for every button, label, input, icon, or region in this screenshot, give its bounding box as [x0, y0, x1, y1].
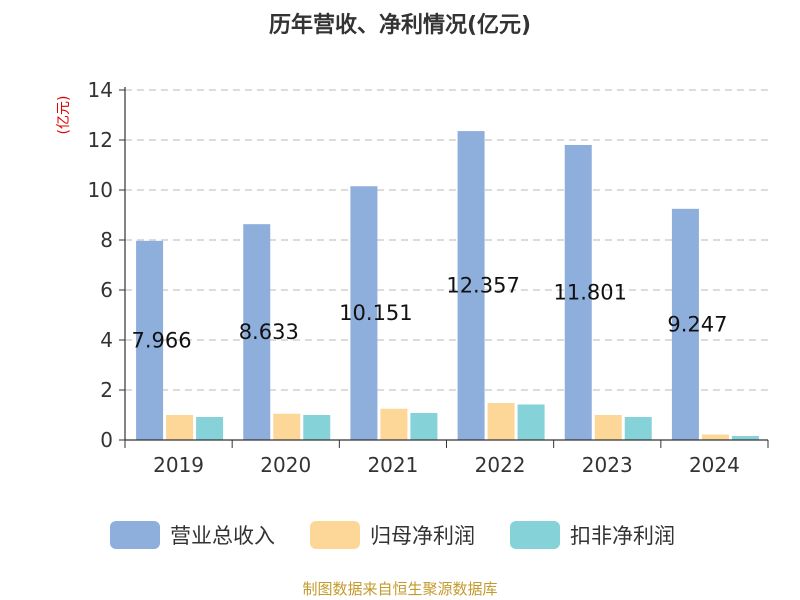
revenue-value-label: 7.966	[132, 328, 192, 352]
bar-deducted-net-profit	[731, 436, 759, 440]
legend-label: 营业总收入	[170, 524, 275, 548]
bars-group	[136, 131, 759, 440]
x-tick-label: 2023	[582, 453, 633, 477]
bar-revenue	[671, 208, 699, 440]
y-tick-label: 8	[100, 228, 113, 252]
revenue-value-label: 12.357	[446, 274, 519, 298]
y-tick-label: 2	[100, 378, 113, 402]
gridlines	[125, 89, 768, 391]
y-tick-label: 6	[100, 278, 113, 302]
bar-deducted-net-profit	[196, 417, 224, 440]
legend-item[interactable]: 归母净利润	[310, 521, 475, 549]
bar-deducted-net-profit	[624, 417, 652, 440]
y-tick-label: 10	[88, 178, 113, 202]
x-tick-label: 2022	[475, 453, 526, 477]
bar-net-profit	[166, 415, 194, 440]
bar-net-profit	[273, 413, 301, 440]
legend-swatch	[510, 521, 560, 549]
x-tick-label: 2020	[260, 453, 311, 477]
legend-label: 归母净利润	[370, 524, 475, 548]
bar-net-profit	[380, 408, 408, 440]
legend-label: 扣非净利润	[570, 524, 675, 548]
chart-title: 历年营收、净利情况(亿元)	[269, 12, 531, 38]
legend[interactable]: 营业总收入 归母净利润 扣非净利润	[110, 521, 675, 549]
x-tick-label: 2021	[367, 453, 418, 477]
bar-revenue	[136, 240, 164, 440]
bar-revenue	[457, 131, 485, 440]
x-tick-label: 2019	[153, 453, 204, 477]
legend-swatch	[310, 521, 360, 549]
bar-revenue	[350, 186, 378, 440]
legend-item[interactable]: 营业总收入	[110, 521, 275, 549]
revenue-value-label: 10.151	[339, 301, 412, 325]
revenue-value-label: 9.247	[667, 312, 727, 336]
y-tick-label: 14	[88, 78, 113, 102]
revenue-value-label: 11.801	[554, 280, 627, 304]
y-tick-label: 0	[100, 428, 113, 452]
bar-net-profit	[701, 434, 729, 440]
bar-deducted-net-profit	[410, 413, 438, 440]
bar-deducted-net-profit	[517, 404, 545, 440]
axes-group: 0 2 4 6 8 10 12 14 2019 2020 2021 2022 2023 2024	[88, 78, 769, 477]
x-tick-label: 2024	[689, 453, 740, 477]
y-tick-label: 12	[88, 128, 113, 152]
y-tick-label: 4	[100, 328, 113, 352]
source-note: 制图数据来自恒生聚源数据库	[302, 580, 497, 598]
bar-net-profit	[594, 415, 622, 440]
legend-item[interactable]: 扣非净利润	[510, 521, 675, 549]
bar-deducted-net-profit	[303, 415, 331, 440]
bar-net-profit	[487, 403, 515, 440]
data-labels-group: 7.966 8.633 10.151 12.357 11.801 9.247	[132, 274, 728, 353]
bar-revenue	[564, 144, 592, 440]
y-axis-label: (亿元)	[56, 96, 72, 135]
revenue-value-label: 8.633	[239, 320, 299, 344]
legend-swatch	[110, 521, 160, 549]
bar-revenue	[243, 224, 271, 440]
